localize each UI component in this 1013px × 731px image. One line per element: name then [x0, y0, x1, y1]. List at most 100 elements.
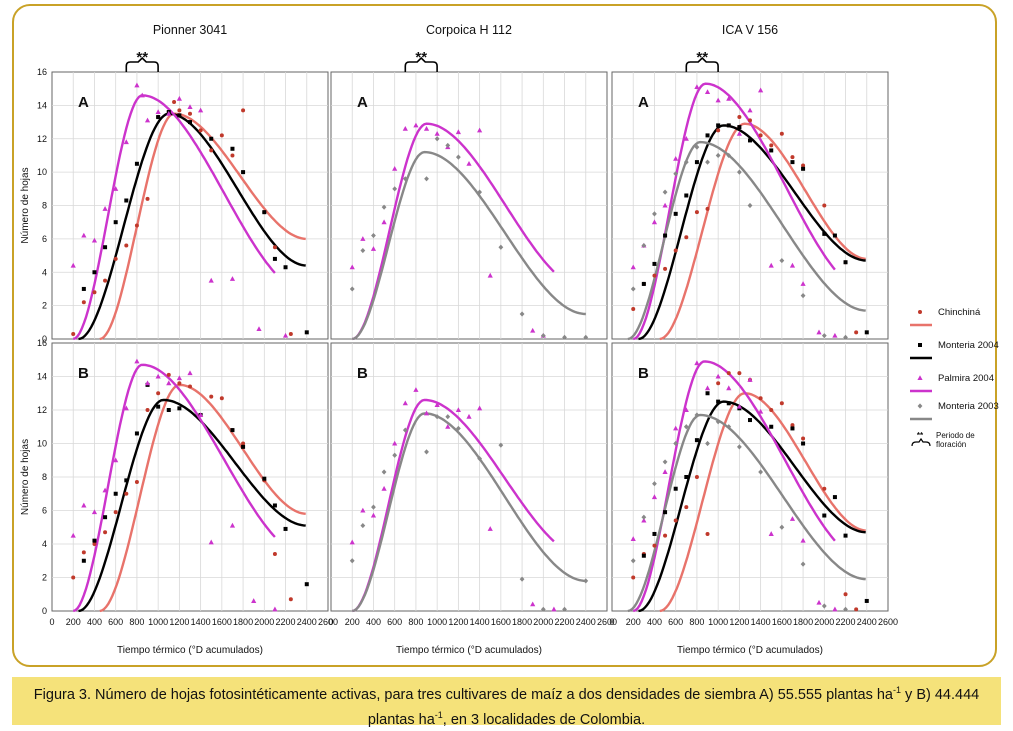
- data-point-monteria-2003: [630, 286, 636, 292]
- x-tick-label: 400: [366, 617, 381, 627]
- data-point-palmira-2004: [758, 87, 764, 93]
- data-point-monteria-2003: [519, 311, 525, 317]
- data-point-monteria-2004: [81, 286, 86, 291]
- data-point-monteria-2003: [402, 427, 408, 433]
- data-point-chinchiná: [124, 491, 129, 496]
- data-point-palmira-2004: [758, 408, 764, 414]
- data-point-chinchiná: [288, 597, 293, 602]
- data-point-monteria-2004: [684, 475, 689, 479]
- data-point-monteria-2004: [283, 526, 288, 531]
- y-tick-label: 0: [42, 606, 47, 616]
- data-point-palmira-2004: [455, 129, 461, 135]
- x-tick-label: 2600: [597, 617, 617, 627]
- x-tick-label: 1400: [191, 617, 211, 627]
- data-point-chinchiná: [726, 371, 731, 376]
- x-axis-label-1: Tiempo térmico (°D acumulados): [396, 645, 542, 656]
- data-point-chinchiná: [103, 530, 108, 535]
- fit-curve-monteria-2003: [351, 150, 586, 341]
- data-point-palmira-2004: [651, 219, 658, 225]
- data-point-palmira-2004: [630, 264, 636, 270]
- x-tick-label: 0: [49, 617, 54, 627]
- data-point-monteria-2004: [113, 491, 118, 496]
- data-point-monteria-2003: [726, 152, 732, 159]
- data-point-monteria-2004: [832, 495, 837, 500]
- data-point-palmira-2004: [282, 332, 289, 338]
- data-point-monteria-2003: [673, 171, 679, 177]
- data-point-chinchiná: [822, 486, 827, 491]
- data-point-monteria-2004: [769, 424, 774, 429]
- caption-text-1: Figura 3. Número de hojas fotosintéticam…: [33, 686, 893, 703]
- data-point-monteria-2003: [455, 425, 461, 432]
- data-point-monteria-2004: [113, 220, 118, 225]
- data-point-monteria-2003: [445, 142, 451, 149]
- x-tick-label: 200: [626, 617, 641, 627]
- data-point-palmira-2004: [70, 262, 76, 268]
- data-point-chinchiná: [219, 133, 224, 138]
- x-tick-label: 2200: [555, 617, 575, 627]
- data-point-monteria-2004: [262, 476, 267, 481]
- data-point-chinchiná: [209, 148, 214, 153]
- data-point-palmira-2004: [113, 457, 119, 463]
- data-point-palmira-2004: [139, 92, 145, 98]
- fit-curve-palmira-2004: [72, 94, 276, 341]
- x-tick-label: 800: [689, 617, 704, 627]
- x-tick-label: 1800: [233, 617, 253, 627]
- x-tick-label: 1000: [708, 617, 728, 627]
- data-point-monteria-2004: [801, 166, 806, 171]
- data-point-palmira-2004: [198, 107, 204, 113]
- data-point-monteria-2003: [630, 558, 636, 564]
- y-tick-label: 12: [37, 405, 47, 415]
- caption-text-4: , en 3 localidades de Colombia.: [442, 711, 646, 728]
- x-axis-label-0: Tiempo térmico (°D acumulados): [117, 645, 263, 656]
- data-point-monteria-2003: [715, 152, 721, 159]
- x-tick-label: 1800: [512, 617, 532, 627]
- data-point-monteria-2003: [477, 455, 483, 462]
- data-point-monteria-2004: [684, 193, 689, 198]
- data-point-monteria-2003: [779, 257, 785, 264]
- data-point-chinchiná: [124, 243, 129, 248]
- flowering-stars: **: [136, 49, 148, 66]
- data-point-palmira-2004: [477, 405, 483, 411]
- data-point-monteria-2004: [864, 330, 869, 335]
- data-point-palmira-2004: [683, 407, 689, 412]
- legend-flowering-stars: **: [917, 431, 924, 440]
- legend-flowering-label-1: Periodo de: [936, 431, 975, 440]
- data-point-chinchiná: [769, 143, 774, 148]
- flowering-brace: [125, 56, 159, 72]
- data-point-monteria-2003: [402, 176, 408, 182]
- data-point-monteria-2003: [821, 333, 827, 339]
- data-point-monteria-2003: [736, 444, 742, 450]
- data-point-palmira-2004: [789, 262, 796, 268]
- data-point-palmira-2004: [91, 509, 98, 515]
- data-point-palmira-2004: [402, 125, 408, 131]
- data-point-palmira-2004: [715, 373, 721, 379]
- data-point-chinchiná: [737, 115, 742, 120]
- data-point-palmira-2004: [736, 130, 742, 136]
- data-point-chinchiná: [758, 133, 763, 138]
- x-tick-label: 2600: [878, 617, 898, 627]
- data-point-monteria-2004: [822, 231, 827, 236]
- data-point-palmira-2004: [360, 236, 366, 241]
- data-point-chinchiná: [92, 542, 97, 546]
- y-tick-label: 14: [37, 372, 47, 382]
- data-point-monteria-2003: [562, 334, 567, 340]
- data-point-chinchiná: [663, 266, 668, 271]
- data-point-monteria-2004: [177, 406, 182, 411]
- data-point-monteria-2003: [498, 442, 504, 448]
- data-point-palmira-2004: [381, 219, 387, 225]
- legend-marker-2: [917, 375, 923, 380]
- panel-A-2: A **: [611, 49, 889, 341]
- data-point-palmira-2004: [530, 327, 536, 333]
- data-point-palmira-2004: [256, 326, 262, 331]
- data-point-palmira-2004: [800, 537, 806, 543]
- y-tick-label: 12: [37, 134, 47, 144]
- data-point-palmira-2004: [381, 485, 387, 491]
- x-tick-label: 800: [129, 617, 144, 627]
- data-point-monteria-2003: [662, 459, 668, 465]
- data-point-monteria-2004: [188, 120, 192, 125]
- data-point-palmira-2004: [423, 410, 430, 416]
- data-point-monteria-2004: [790, 160, 795, 165]
- data-point-palmira-2004: [466, 413, 472, 419]
- y-tick-label: 2: [42, 573, 47, 583]
- x-tick-label: 1400: [751, 617, 771, 627]
